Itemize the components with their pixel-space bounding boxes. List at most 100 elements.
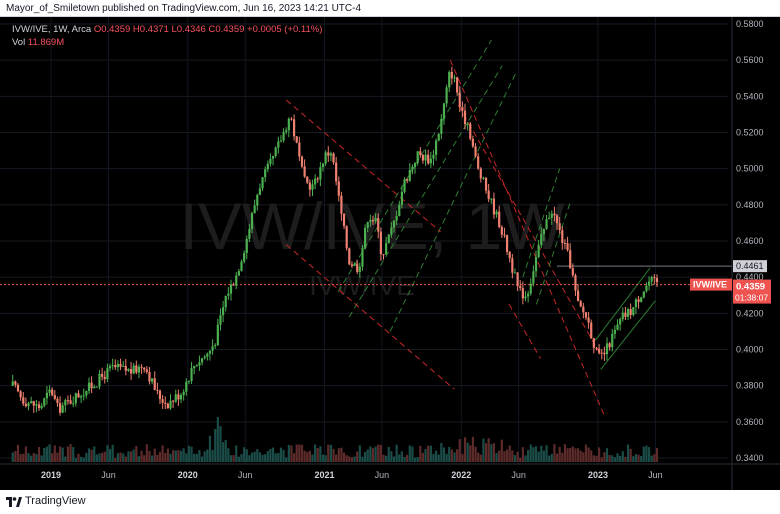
volume-bar	[605, 448, 609, 462]
trend-channel-line	[449, 59, 606, 417]
volume-bar	[327, 444, 330, 462]
volume-bar	[629, 448, 632, 462]
candle-body	[550, 213, 553, 218]
trend-channel-line	[508, 304, 541, 359]
candle-body	[61, 405, 64, 413]
volume-bar	[101, 452, 104, 462]
candle-body	[240, 261, 243, 272]
volume-bar	[345, 455, 348, 462]
candle-body	[466, 123, 469, 125]
volume-bar	[503, 451, 506, 462]
legend-close: C0.4359	[208, 24, 245, 35]
volume-bar	[484, 443, 488, 462]
candle-body	[534, 256, 538, 272]
candle-body	[461, 107, 464, 111]
volume-bar	[350, 457, 354, 462]
volume-bar	[235, 445, 238, 462]
volume-bar	[361, 456, 364, 462]
volume-bar	[385, 455, 388, 462]
candle-body	[416, 151, 419, 163]
volume-bar	[524, 455, 527, 462]
volume-bar	[93, 446, 96, 462]
candle-body	[135, 365, 138, 373]
candle-body	[366, 222, 369, 228]
volume-bar	[563, 444, 567, 462]
volume-bar	[448, 446, 451, 462]
candle-body	[211, 346, 214, 351]
legend-ohlc: IVW/IVE, 1W, Arca O0.4359 H0.4371 L0.434…	[12, 24, 322, 35]
candle-body	[595, 347, 598, 349]
trend-channel-line	[285, 99, 442, 233]
candle-body	[261, 177, 264, 189]
volume-bar	[174, 450, 177, 462]
candle-body	[377, 218, 380, 232]
candle-body	[503, 234, 506, 236]
volume-bar	[337, 448, 340, 462]
volume-bar	[453, 452, 456, 462]
volume-bar	[161, 445, 164, 462]
volume-bar	[16, 444, 20, 462]
volume-bar	[14, 450, 17, 462]
candle-body	[450, 72, 453, 79]
x-tick-label: 2020	[178, 470, 198, 480]
candle-body	[258, 188, 262, 195]
candle-body	[72, 403, 75, 405]
footer: TradingView	[0, 490, 780, 514]
volume-bar	[311, 454, 314, 462]
volume-bar	[358, 445, 361, 462]
volume-bar	[74, 457, 77, 462]
candle-body	[395, 216, 398, 221]
volume-bar	[256, 448, 259, 462]
footer-brand: TradingView	[25, 495, 86, 507]
volume-bar	[87, 448, 91, 462]
candle-body	[279, 140, 283, 142]
volume-bar	[61, 447, 64, 462]
volume-bar	[329, 444, 333, 462]
candle-body	[592, 338, 595, 348]
candle-body	[224, 295, 227, 308]
symbol-tag-box	[690, 278, 732, 291]
volume-bar	[227, 448, 230, 462]
volume-bar	[548, 455, 551, 462]
chart-area[interactable]: IVW/IVE, 1W IVW/IVE 0.5800 0.5600 0.5400 0.…	[0, 16, 780, 491]
volume-bar	[258, 452, 262, 462]
volume-bar	[172, 450, 175, 462]
volume-bar	[122, 453, 125, 462]
candle-body	[576, 290, 580, 302]
volume-bar	[119, 452, 122, 462]
candle-body	[145, 369, 148, 372]
volume-bar	[24, 446, 27, 462]
candle-body	[477, 156, 480, 169]
candle-body	[185, 381, 188, 392]
candle-body	[611, 333, 614, 348]
volume-bar	[111, 444, 114, 462]
volume-bar	[72, 447, 75, 462]
candle-body	[182, 391, 185, 396]
candle-body	[335, 162, 338, 182]
volume-bar	[616, 453, 619, 462]
volume-bar	[193, 453, 196, 462]
candle-body	[458, 92, 461, 108]
y-tick-label: 0.5800	[736, 19, 764, 29]
candle-body	[440, 118, 443, 134]
candle-body	[474, 146, 477, 157]
candle-body	[429, 158, 432, 164]
volume-bar	[466, 442, 469, 462]
candle-body	[479, 168, 482, 179]
volume-bar	[634, 453, 638, 462]
trend-channel-line	[285, 244, 455, 390]
volume-bar	[587, 447, 590, 462]
price-tag-box	[733, 279, 771, 304]
volume-bar	[450, 449, 453, 462]
candle-body	[432, 154, 435, 159]
candle-body	[408, 170, 411, 181]
volume-bar	[19, 454, 22, 462]
volume-bar	[48, 444, 51, 462]
candle-body	[621, 312, 624, 320]
candle-body	[227, 293, 230, 296]
volume-bar	[569, 447, 572, 462]
volume-bar	[529, 444, 532, 462]
price-chart[interactable]: IVW/IVE, 1W IVW/IVE 0.58000.56000.54000.…	[0, 17, 780, 491]
volume-bar	[282, 449, 285, 462]
candle-body	[174, 394, 177, 402]
